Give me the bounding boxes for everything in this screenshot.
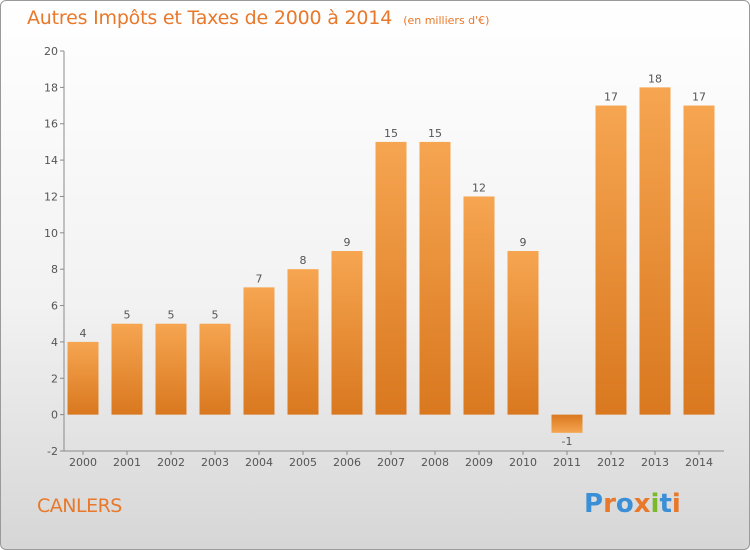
bar-value-label: 5 [212, 309, 219, 322]
bar-value-label: 15 [428, 127, 442, 140]
bar [639, 87, 671, 415]
logo-letter: i [671, 489, 681, 519]
bar [67, 341, 99, 415]
logo-letter: r [603, 489, 616, 519]
bar [243, 287, 275, 415]
y-tick-label: 14 [44, 154, 58, 167]
x-tick-label: 2013 [641, 456, 669, 469]
x-tick-label: 2006 [333, 456, 361, 469]
proxiti-logo: Proxiti [584, 489, 681, 519]
logo-letter: t [659, 489, 672, 519]
bar [683, 105, 715, 415]
bar [111, 323, 143, 415]
x-tick-label: 2007 [377, 456, 405, 469]
bar-value-label: 17 [692, 91, 706, 104]
y-tick-label: 4 [51, 336, 58, 349]
bar [463, 196, 495, 415]
location-label: CANLERS [37, 495, 122, 517]
chart-title: Autres Impôts et Taxes de 2000 à 2014 [27, 7, 393, 29]
bar-value-label: -1 [562, 435, 573, 448]
y-tick-label: 6 [51, 300, 58, 313]
bar [199, 323, 231, 415]
bar-value-label: 4 [80, 327, 87, 340]
x-tick-label: 2011 [553, 456, 581, 469]
bar-value-label: 5 [168, 309, 175, 322]
x-tick-label: 2003 [201, 456, 229, 469]
chart-title-block: Autres Impôts et Taxes de 2000 à 2014 (e… [27, 7, 489, 29]
bar-value-label: 9 [520, 236, 527, 249]
y-tick-label: 10 [44, 227, 58, 240]
bar [595, 105, 627, 415]
logo-letter: o [615, 489, 634, 519]
logo-letter: P [584, 489, 604, 519]
bar [155, 323, 187, 415]
y-tick-label: 2 [51, 372, 58, 385]
bar [507, 251, 539, 415]
bar [551, 414, 583, 433]
bar-value-label: 8 [300, 254, 307, 267]
bar [375, 141, 407, 415]
y-tick-label: 0 [51, 409, 58, 422]
x-tick-label: 2012 [597, 456, 625, 469]
plot-area: -2 0 2 4 6 8 10 12 14 16 18 20 4 2000 5 2001 5 2002 5 2003 7… [44, 45, 724, 469]
bar-value-label: 17 [604, 91, 618, 104]
x-tick-label: 2001 [113, 456, 141, 469]
x-tick-label: 2009 [465, 456, 493, 469]
y-tick-label: 18 [44, 81, 58, 94]
x-tick-label: 2004 [245, 456, 273, 469]
y-tick-label: -2 [47, 445, 58, 458]
x-tick-label: 2014 [685, 456, 713, 469]
x-tick-label: 2008 [421, 456, 449, 469]
y-tick-label: 12 [44, 190, 58, 203]
x-tick-label: 2000 [69, 456, 97, 469]
x-tick-label: 2005 [289, 456, 317, 469]
bar-value-label: 12 [472, 181, 486, 194]
y-tick-label: 16 [44, 118, 58, 131]
bar-value-label: 9 [344, 236, 351, 249]
logo-letter: i [650, 489, 660, 519]
bar [287, 269, 319, 415]
y-tick-label: 8 [51, 263, 58, 276]
y-tick-label: 20 [44, 45, 58, 58]
logo-letter: x [633, 489, 651, 519]
bar-value-label: 7 [256, 272, 263, 285]
bar-value-label: 15 [384, 127, 398, 140]
x-tick-label: 2002 [157, 456, 185, 469]
bar-value-label: 18 [648, 72, 662, 85]
bar [331, 251, 363, 415]
bar [419, 141, 451, 415]
x-tick-label: 2010 [509, 456, 537, 469]
bar-value-label: 5 [124, 309, 131, 322]
chart-unit: (en milliers d'€) [403, 14, 490, 27]
